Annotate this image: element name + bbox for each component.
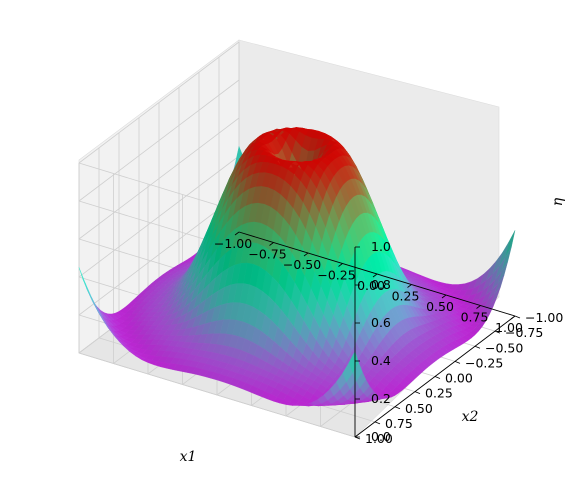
x-tick-label: 0.25 — [392, 289, 420, 304]
y-tick-label: 0.25 — [425, 386, 453, 401]
y-tick-label: −0.50 — [485, 340, 523, 355]
grid-line — [78, 193, 240, 316]
z-tick-label: 0.0 — [371, 429, 391, 444]
tick-labels: −1.00−0.75−0.50−0.250.000.250.500.751.00… — [214, 231, 563, 446]
x-tick — [303, 252, 309, 257]
y-tick-label: −0.25 — [465, 355, 503, 370]
z-tick-label: 0.2 — [371, 391, 391, 406]
surface-patch — [504, 230, 516, 258]
y-tick — [494, 330, 501, 334]
x-tick-label: 0.00 — [357, 278, 385, 293]
y-tick-label: 1.00 — [365, 431, 393, 446]
x-tick — [476, 305, 481, 309]
x-tick — [407, 284, 412, 288]
x-tick-label: −0.50 — [283, 257, 321, 272]
y-tick-label: 0.00 — [445, 371, 473, 386]
surface-patch — [78, 267, 90, 294]
surface — [78, 127, 516, 407]
y-tick — [434, 376, 441, 379]
x-tick — [510, 315, 516, 320]
x-tick-label: 1.00 — [495, 320, 523, 335]
grid-line — [78, 352, 356, 438]
y-tick — [514, 315, 521, 319]
grid-line — [78, 41, 240, 164]
x-tick-label: −0.75 — [248, 247, 286, 262]
y-tick — [414, 391, 421, 394]
x-tick-label: −0.25 — [317, 268, 355, 283]
grid-line — [78, 117, 240, 240]
x-tick — [372, 273, 378, 278]
x-tick — [441, 294, 447, 299]
grid-line — [78, 79, 240, 202]
y-tick-label: −1.00 — [525, 310, 563, 325]
x-tick-label: 0.75 — [461, 310, 489, 325]
x-tick-label: 0.50 — [426, 299, 454, 314]
z-axis-label: η — [550, 197, 566, 206]
x-tick — [234, 231, 240, 236]
y-tick — [374, 421, 381, 425]
y-tick-label: 0.50 — [405, 401, 433, 416]
grid-line — [78, 155, 240, 278]
z-tick-label: 0.8 — [371, 277, 391, 292]
y-axis-label: x2 — [462, 409, 479, 425]
z-tick-label: 1.0 — [371, 239, 391, 254]
y-tick — [394, 406, 401, 410]
z-tick-label: 0.6 — [371, 315, 391, 330]
x-tick-label: −1.00 — [214, 236, 252, 251]
x-axis-label: x1 — [180, 449, 197, 465]
y-tick — [454, 361, 461, 364]
y-tick-label: −0.75 — [505, 325, 543, 340]
y-tick-label: 0.75 — [385, 416, 413, 431]
x-tick — [269, 242, 274, 246]
y-tick — [474, 345, 481, 349]
z-tick-label: 0.4 — [371, 353, 391, 368]
x-tick — [338, 263, 343, 267]
